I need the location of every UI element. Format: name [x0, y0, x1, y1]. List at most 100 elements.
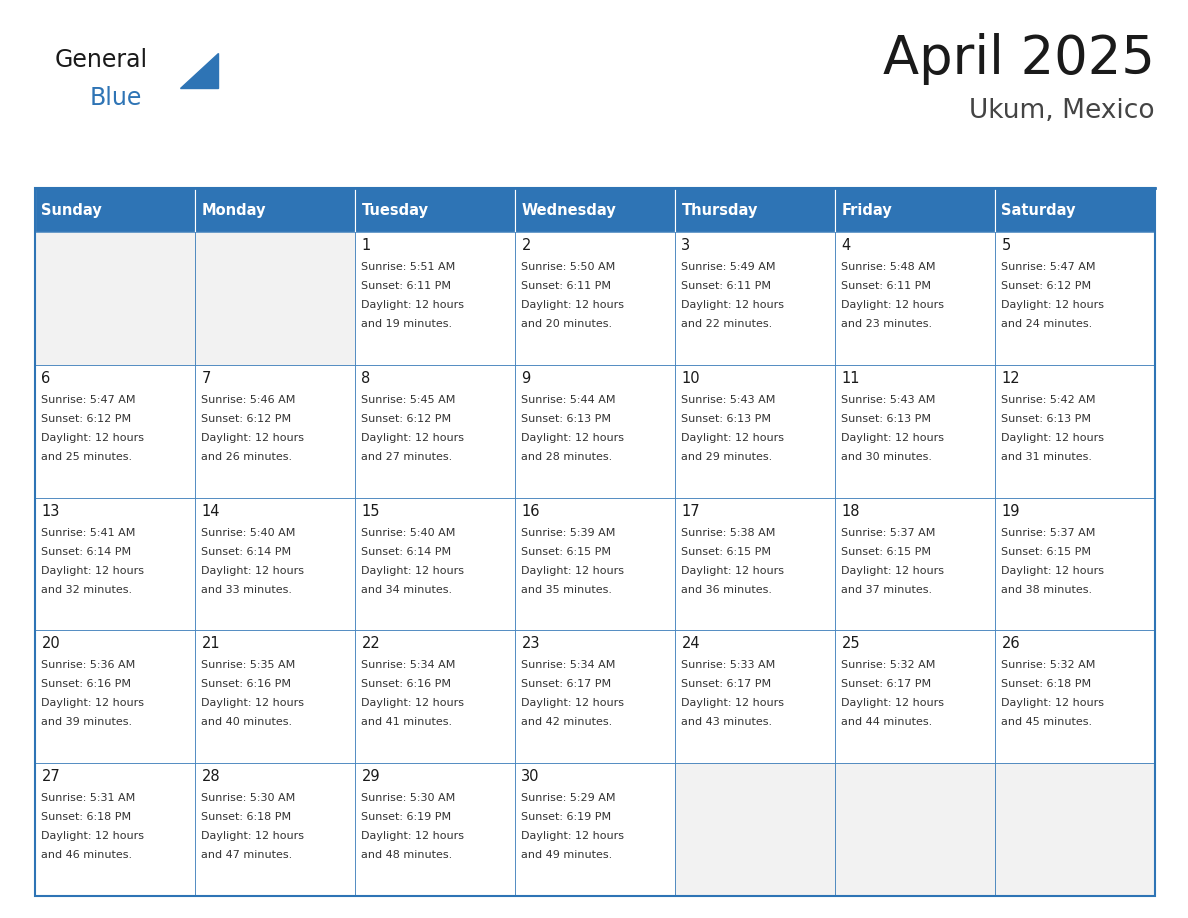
Text: Thursday: Thursday	[682, 203, 758, 218]
Text: and 42 minutes.: and 42 minutes.	[522, 717, 613, 727]
Text: Daylight: 12 hours: Daylight: 12 hours	[1001, 565, 1105, 576]
Text: Daylight: 12 hours: Daylight: 12 hours	[522, 565, 625, 576]
Text: and 29 minutes.: and 29 minutes.	[682, 452, 772, 462]
Text: Sunset: 6:19 PM: Sunset: 6:19 PM	[522, 812, 612, 823]
Text: Daylight: 12 hours: Daylight: 12 hours	[522, 831, 625, 841]
Bar	[195, 364, 355, 498]
Text: and 23 minutes.: and 23 minutes.	[841, 319, 933, 329]
Text: Wednesday: Wednesday	[522, 203, 617, 218]
Bar	[355, 364, 516, 498]
Bar	[34, 188, 195, 232]
Text: and 48 minutes.: and 48 minutes.	[361, 850, 453, 860]
Text: 1: 1	[361, 238, 371, 253]
Text: Sunset: 6:17 PM: Sunset: 6:17 PM	[522, 679, 612, 689]
Text: Tuesday: Tuesday	[361, 203, 429, 218]
Text: Daylight: 12 hours: Daylight: 12 hours	[841, 300, 944, 310]
Text: Sunrise: 5:38 AM: Sunrise: 5:38 AM	[682, 528, 776, 538]
Bar	[675, 188, 835, 232]
Text: Daylight: 12 hours: Daylight: 12 hours	[361, 565, 465, 576]
Text: 2: 2	[522, 238, 531, 253]
Bar	[195, 498, 355, 631]
Text: Sunset: 6:15 PM: Sunset: 6:15 PM	[841, 546, 931, 556]
Bar	[675, 232, 835, 364]
Text: Daylight: 12 hours: Daylight: 12 hours	[841, 565, 944, 576]
Text: Monday: Monday	[202, 203, 266, 218]
Text: Sunset: 6:15 PM: Sunset: 6:15 PM	[522, 546, 612, 556]
Text: Blue: Blue	[90, 86, 143, 110]
Bar	[675, 364, 835, 498]
Text: 8: 8	[361, 371, 371, 386]
Text: and 25 minutes.: and 25 minutes.	[42, 452, 133, 462]
Text: Friday: Friday	[841, 203, 892, 218]
Text: Sunset: 6:11 PM: Sunset: 6:11 PM	[361, 281, 451, 291]
Text: Sunrise: 5:43 AM: Sunrise: 5:43 AM	[841, 395, 936, 405]
Text: and 36 minutes.: and 36 minutes.	[682, 585, 772, 595]
Text: and 35 minutes.: and 35 minutes.	[522, 585, 612, 595]
Text: Daylight: 12 hours: Daylight: 12 hours	[361, 300, 465, 310]
Text: Sunrise: 5:29 AM: Sunrise: 5:29 AM	[522, 793, 615, 803]
Text: Sunrise: 5:51 AM: Sunrise: 5:51 AM	[361, 262, 456, 272]
Text: Sunrise: 5:33 AM: Sunrise: 5:33 AM	[682, 660, 776, 670]
Bar	[516, 498, 675, 631]
Text: Sunset: 6:18 PM: Sunset: 6:18 PM	[42, 812, 132, 823]
Bar	[835, 232, 996, 364]
Bar	[355, 188, 516, 232]
Text: Sunset: 6:13 PM: Sunset: 6:13 PM	[1001, 414, 1092, 424]
Bar	[996, 763, 1155, 896]
Text: 20: 20	[42, 636, 61, 652]
Text: 15: 15	[361, 504, 380, 519]
Text: Sunrise: 5:48 AM: Sunrise: 5:48 AM	[841, 262, 936, 272]
Text: 3: 3	[682, 238, 690, 253]
Bar	[835, 364, 996, 498]
Text: Sunset: 6:13 PM: Sunset: 6:13 PM	[522, 414, 612, 424]
Text: and 24 minutes.: and 24 minutes.	[1001, 319, 1093, 329]
Text: Ukum, Mexico: Ukum, Mexico	[969, 98, 1155, 124]
Text: Sunrise: 5:41 AM: Sunrise: 5:41 AM	[42, 528, 135, 538]
Text: Daylight: 12 hours: Daylight: 12 hours	[202, 432, 304, 442]
Text: and 38 minutes.: and 38 minutes.	[1001, 585, 1093, 595]
Text: Sunset: 6:18 PM: Sunset: 6:18 PM	[202, 812, 291, 823]
Bar	[34, 364, 195, 498]
Text: 5: 5	[1001, 238, 1011, 253]
Text: 23: 23	[522, 636, 539, 652]
Bar	[34, 631, 195, 763]
Polygon shape	[181, 53, 219, 88]
Text: Daylight: 12 hours: Daylight: 12 hours	[841, 432, 944, 442]
Text: Sunset: 6:14 PM: Sunset: 6:14 PM	[361, 546, 451, 556]
Text: Daylight: 12 hours: Daylight: 12 hours	[522, 432, 625, 442]
Text: and 26 minutes.: and 26 minutes.	[202, 452, 292, 462]
Bar	[516, 364, 675, 498]
Text: 6: 6	[42, 371, 51, 386]
Text: and 45 minutes.: and 45 minutes.	[1001, 717, 1093, 727]
Text: Sunset: 6:14 PM: Sunset: 6:14 PM	[202, 546, 291, 556]
Bar	[516, 232, 675, 364]
Text: Daylight: 12 hours: Daylight: 12 hours	[841, 699, 944, 709]
Text: Daylight: 12 hours: Daylight: 12 hours	[1001, 300, 1105, 310]
Text: Sunset: 6:18 PM: Sunset: 6:18 PM	[1001, 679, 1092, 689]
Bar	[996, 232, 1155, 364]
Bar	[355, 498, 516, 631]
Text: Daylight: 12 hours: Daylight: 12 hours	[42, 432, 145, 442]
Text: Sunrise: 5:36 AM: Sunrise: 5:36 AM	[42, 660, 135, 670]
Text: 21: 21	[202, 636, 220, 652]
Bar	[355, 631, 516, 763]
Text: Sunset: 6:11 PM: Sunset: 6:11 PM	[682, 281, 771, 291]
Text: 22: 22	[361, 636, 380, 652]
Text: Daylight: 12 hours: Daylight: 12 hours	[682, 300, 784, 310]
Text: 16: 16	[522, 504, 539, 519]
Bar	[835, 188, 996, 232]
Bar	[996, 498, 1155, 631]
Bar	[835, 498, 996, 631]
Text: 9: 9	[522, 371, 531, 386]
Bar	[996, 188, 1155, 232]
Bar	[516, 763, 675, 896]
Text: Sunset: 6:15 PM: Sunset: 6:15 PM	[682, 546, 771, 556]
Text: and 31 minutes.: and 31 minutes.	[1001, 452, 1093, 462]
Text: Sunset: 6:15 PM: Sunset: 6:15 PM	[1001, 546, 1092, 556]
Text: Daylight: 12 hours: Daylight: 12 hours	[522, 699, 625, 709]
Text: Sunrise: 5:50 AM: Sunrise: 5:50 AM	[522, 262, 615, 272]
Text: Daylight: 12 hours: Daylight: 12 hours	[682, 432, 784, 442]
Text: Daylight: 12 hours: Daylight: 12 hours	[202, 565, 304, 576]
Bar	[355, 763, 516, 896]
Bar	[355, 232, 516, 364]
